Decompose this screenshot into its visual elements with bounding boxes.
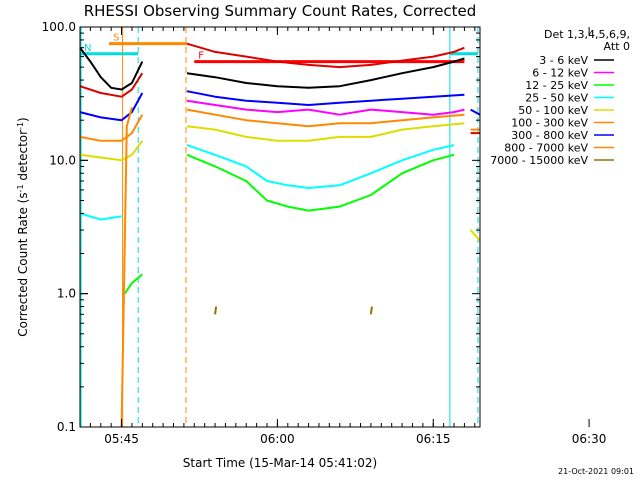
series-6-seg-1 bbox=[186, 90, 465, 106]
y-axis-label-part1: Corrected Count Rate (s bbox=[16, 192, 30, 336]
series-4-seg-2 bbox=[469, 229, 481, 242]
x-tick-label: 06:15 bbox=[416, 432, 451, 446]
series-5-seg-1 bbox=[186, 108, 465, 128]
legend-label-2: 12 - 25 keV bbox=[525, 79, 588, 92]
series-7-seg-0 bbox=[120, 107, 133, 428]
series-6-seg-2 bbox=[470, 108, 481, 116]
y-axis-label-part2: detector bbox=[16, 130, 30, 185]
series-8-seg-1 bbox=[369, 306, 373, 315]
series-layer: S N F bbox=[79, 27, 481, 428]
series-6-seg-0 bbox=[79, 92, 144, 122]
legend-label-7: 800 - 7000 keV bbox=[504, 142, 588, 155]
y-axis-label-part3: ) bbox=[16, 117, 30, 122]
x-axis-label: Start Time (15-Mar-14 05:41:02) bbox=[183, 456, 377, 470]
flag-label-2: F bbox=[198, 51, 204, 62]
legend-label-1: 6 - 12 keV bbox=[532, 67, 588, 80]
flag-label-0: S bbox=[113, 33, 119, 44]
red-series-0-seg-1 bbox=[186, 42, 465, 69]
series-5-seg-0 bbox=[79, 114, 144, 142]
y-tick-label: 100.0 bbox=[42, 20, 76, 34]
legend-header-line2: Att 0 bbox=[604, 40, 630, 53]
series-4-seg-1 bbox=[186, 122, 465, 142]
series-3-seg-1 bbox=[186, 144, 455, 189]
chart-title: RHESSI Observing Summary Count Rates, Co… bbox=[84, 2, 477, 20]
legend-label-6: 300 - 800 keV bbox=[511, 129, 588, 142]
series-2-seg-1 bbox=[186, 153, 455, 212]
x-tick-label: 06:00 bbox=[260, 432, 295, 446]
red-series-0-seg-0 bbox=[79, 72, 144, 98]
plot-frame bbox=[79, 26, 481, 428]
x-tick-label: 06:30 bbox=[572, 432, 607, 446]
series-3-seg-0 bbox=[79, 212, 122, 221]
y-tick-label: 10.0 bbox=[49, 153, 76, 167]
series-0-seg-1 bbox=[186, 57, 465, 89]
legend-header-line1: Det 1,3,4,5,6,9, bbox=[544, 28, 630, 41]
y-tick-label: 0.1 bbox=[57, 420, 76, 434]
legend-label-8: 7000 - 15000 keV bbox=[490, 154, 588, 167]
legend-label-0: 3 - 6 keV bbox=[539, 54, 588, 67]
y-axis-label-exp1: -1 bbox=[16, 184, 25, 192]
x-tick-label: 05:45 bbox=[104, 432, 139, 446]
y-axis-label: Corrected Count Rate (s-1 detector-1) bbox=[16, 117, 31, 336]
series-4-seg-0 bbox=[79, 140, 144, 162]
series-8-seg-0 bbox=[214, 306, 218, 315]
series-0-seg-0 bbox=[79, 47, 144, 91]
y-tick-label: 1.0 bbox=[57, 287, 76, 301]
legend-label-4: 50 - 100 keV bbox=[518, 104, 588, 117]
date-stamp: 21-Oct-2021 09:01 bbox=[558, 467, 634, 476]
flag-label-1: N bbox=[84, 43, 91, 54]
legend-label-3: 25 - 50 keV bbox=[525, 92, 588, 105]
y-axis-label-exp2: -1 bbox=[16, 122, 25, 130]
series-2-seg-0 bbox=[123, 273, 143, 295]
series-1-seg-0 bbox=[186, 99, 465, 116]
legend-label-5: 100 - 300 keV bbox=[511, 117, 588, 130]
y-axis-ticks: 0.1 1.0 10.0 100.0 bbox=[42, 20, 480, 434]
